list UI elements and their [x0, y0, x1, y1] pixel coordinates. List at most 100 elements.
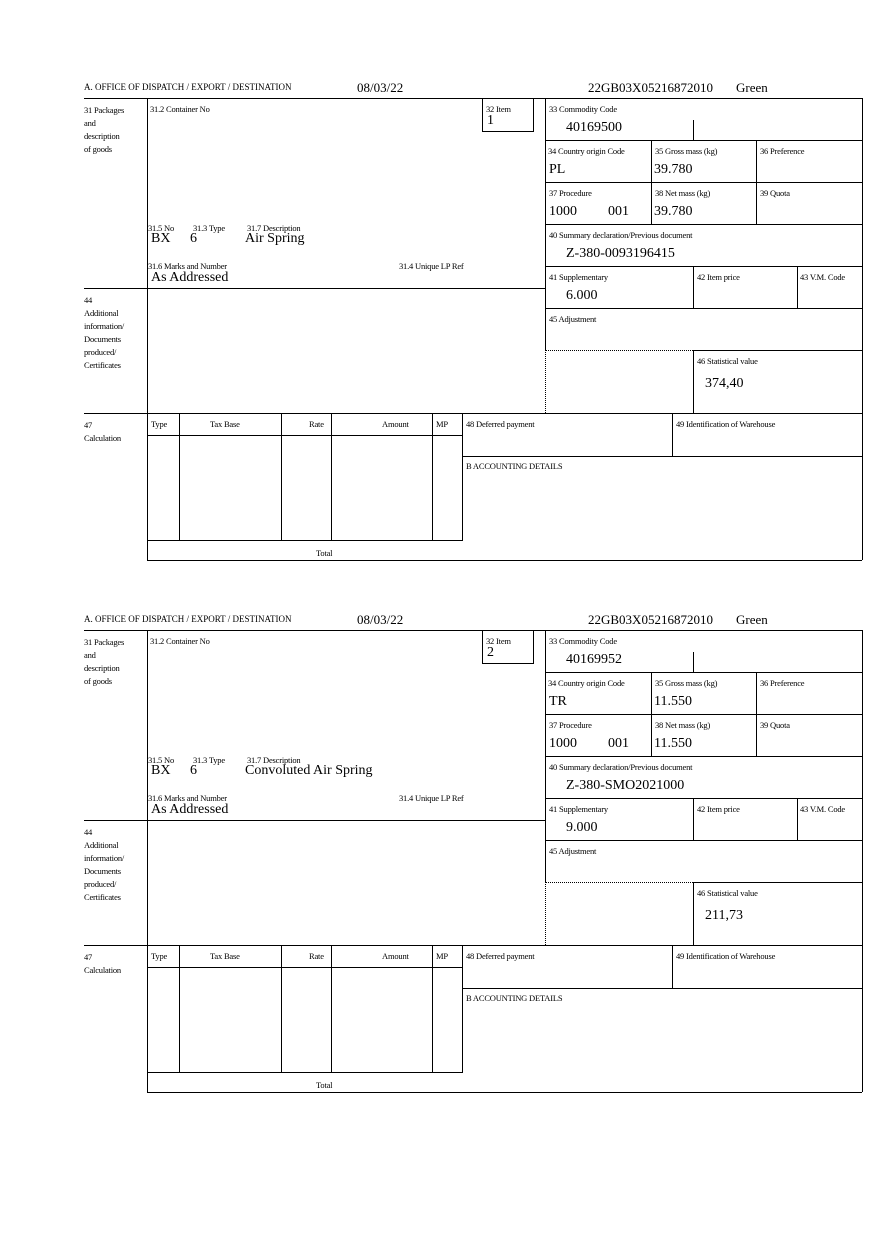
summary-document: Z-380-SMO2021000 [566, 778, 685, 793]
amount-header: Amount [382, 419, 409, 429]
goods-description: Air Spring [245, 231, 305, 246]
rate-header: Rate [309, 419, 324, 429]
supplementary-label: 41 Supplementary [549, 804, 608, 814]
summary-document: Z-380-0093196415 [566, 246, 675, 261]
package-no-label: 31.5 No [148, 755, 174, 765]
description-label: 31.7 Description [247, 223, 301, 233]
packages-label: 31 Packages and description of goods [84, 105, 125, 154]
calc-type-header: Type [151, 951, 168, 961]
package-count: 6 [190, 231, 197, 246]
mp-header: MP [436, 951, 448, 961]
commodity-code: 40169952 [566, 652, 622, 667]
unique-lp-label: 31.4 Unique LP Ref [399, 261, 464, 271]
statistical-value: 374,40 [705, 376, 744, 391]
procedure-code: 1000 [549, 204, 577, 219]
procedure-label: 37 Procedure [549, 188, 592, 198]
additional-info-label: 44 Additional information/ Documents pro… [84, 295, 125, 370]
gross-mass: 39.780 [654, 162, 693, 177]
additional-info-label: 44 Additional information/ Documents pro… [84, 827, 125, 902]
summary-label: 40 Summary declaration/Previous document [549, 230, 693, 240]
warehouse-label: 49 Identification of Warehouse [676, 951, 776, 961]
marks-label: 31.6 Marks and Number [148, 793, 227, 803]
vm-code-label: 43 V.M. Code [800, 804, 845, 814]
item-block: A. OFFICE OF DISPATCH / EXPORT / DESTINA… [0, 612, 882, 1112]
package-kind: BX [151, 763, 171, 778]
marks-label: 31.6 Marks and Number [148, 261, 227, 271]
item-number: 2 [487, 645, 494, 660]
package-type-label: 31.3 Type [193, 755, 225, 765]
container-no-label: 31.2 Container No [150, 636, 210, 646]
container-no-label: 31.2 Container No [150, 104, 210, 114]
gross-mass-label: 35 Gross mass (kg) [655, 678, 718, 688]
quota-label: 39 Quota [760, 720, 790, 730]
goods-description: Convoluted Air Spring [245, 763, 373, 778]
package-type-label: 31.3 Type [193, 223, 225, 233]
item-label: 32 Item [486, 636, 511, 646]
tax-base-header: Tax Base [210, 951, 240, 961]
procedure-code: 1000 [549, 736, 577, 751]
adjustment-label: 45 Adjustment [549, 314, 597, 324]
accounting-details-label: B ACCOUNTING DETAILS [466, 461, 563, 471]
commodity-label: 33 Commodity Code [549, 636, 617, 646]
procedure-additional: 001 [608, 204, 629, 219]
supplementary-label: 41 Supplementary [549, 272, 608, 282]
statistical-label: 46 Statistical value [697, 888, 758, 898]
net-mass: 39.780 [654, 204, 693, 219]
supplementary-units: 9.000 [566, 820, 598, 835]
declaration-date: 08/03/22 [357, 612, 404, 627]
declaration-reference: 22GB03X05216872010 [588, 612, 713, 627]
procedure-label: 37 Procedure [549, 720, 592, 730]
procedure-additional: 001 [608, 736, 629, 751]
commodity-label: 33 Commodity Code [549, 104, 617, 114]
quota-label: 39 Quota [760, 188, 790, 198]
vm-code-label: 43 V.M. Code [800, 272, 845, 282]
tax-base-header: Tax Base [210, 419, 240, 429]
warehouse-label: 49 Identification of Warehouse [676, 419, 776, 429]
summary-label: 40 Summary declaration/Previous document [549, 762, 693, 772]
total-label: Total [316, 1080, 333, 1090]
preference-label: 36 Preference [760, 146, 805, 156]
route-status: Green [736, 80, 768, 95]
net-mass-label: 38 Net mass (kg) [655, 188, 711, 198]
office-label: A. OFFICE OF DISPATCH / EXPORT / DESTINA… [84, 614, 292, 624]
statistical-value: 211,73 [705, 908, 743, 923]
gross-mass-label: 35 Gross mass (kg) [655, 146, 718, 156]
statistical-label: 46 Statistical value [697, 356, 758, 366]
country-code: TR [549, 694, 567, 709]
package-count: 6 [190, 763, 197, 778]
gross-mass: 11.550 [654, 694, 692, 709]
commodity-code: 40169500 [566, 120, 622, 135]
country-code: PL [549, 162, 566, 177]
item-price-label: 42 Item price [697, 804, 740, 814]
description-label: 31.7 Description [247, 755, 301, 765]
calculation-label: 47 Calculation [84, 420, 121, 443]
marks-value: As Addressed [151, 270, 229, 285]
net-mass-label: 38 Net mass (kg) [655, 720, 711, 730]
item-price-label: 42 Item price [697, 272, 740, 282]
packages-label: 31 Packages and description of goods [84, 637, 125, 686]
office-label: A. OFFICE OF DISPATCH / EXPORT / DESTINA… [84, 82, 292, 92]
declaration-date: 08/03/22 [357, 80, 404, 95]
mp-header: MP [436, 419, 448, 429]
rate-header: Rate [309, 951, 324, 961]
net-mass: 11.550 [654, 736, 692, 751]
declaration-reference: 22GB03X05216872010 [588, 80, 713, 95]
item-label: 32 Item [486, 104, 511, 114]
country-label: 34 Country origin Code [548, 146, 625, 156]
accounting-details-label: B ACCOUNTING DETAILS [466, 993, 563, 1003]
calculation-label: 47 Calculation [84, 952, 121, 975]
unique-lp-label: 31.4 Unique LP Ref [399, 793, 464, 803]
package-no-label: 31.5 No [148, 223, 174, 233]
item-number: 1 [487, 113, 494, 128]
item-block: A. OFFICE OF DISPATCH / EXPORT / DESTINA… [0, 80, 882, 580]
country-label: 34 Country origin Code [548, 678, 625, 688]
deferred-payment-label: 48 Deferred payment [466, 419, 535, 429]
adjustment-label: 45 Adjustment [549, 846, 597, 856]
preference-label: 36 Preference [760, 678, 805, 688]
route-status: Green [736, 612, 768, 627]
marks-value: As Addressed [151, 802, 229, 817]
total-label: Total [316, 548, 333, 558]
calc-type-header: Type [151, 419, 168, 429]
amount-header: Amount [382, 951, 409, 961]
